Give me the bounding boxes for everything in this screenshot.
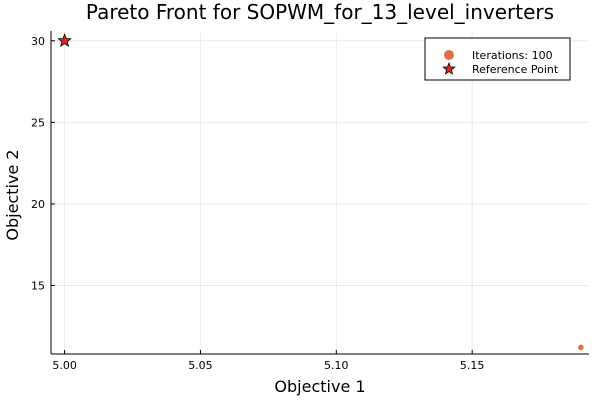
pareto-point-marker — [578, 344, 584, 351]
legend-label-reference: Reference Point — [472, 63, 559, 76]
x-tick-label: 5.10 — [324, 359, 349, 372]
x-axis-label: Objective 1 — [274, 377, 365, 396]
chart-title: Pareto Front for SOPWM_for_13_level_inve… — [86, 0, 554, 24]
y-tick-label: 20 — [31, 198, 45, 211]
reference-point-marker — [57, 33, 72, 47]
legend-label-iterations: Iterations: 100 — [472, 49, 553, 62]
data-marks — [57, 33, 584, 351]
ticks: 5.00 5.05 5.10 5.15 15 20 25 30 — [31, 35, 484, 372]
x-tick-label: 5.05 — [188, 359, 213, 372]
x-tick-label: 5.00 — [52, 359, 77, 372]
x-tick-label: 5.15 — [460, 359, 485, 372]
legend-marker-reference — [442, 61, 456, 75]
axes — [50, 31, 589, 355]
y-tick-label: 15 — [31, 279, 45, 292]
y-tick-label: 25 — [31, 116, 45, 129]
y-axis-label: Objective 2 — [3, 149, 22, 240]
legend-marker-iterations — [444, 50, 454, 60]
y-tick-label: 30 — [31, 35, 45, 48]
grid — [51, 31, 589, 354]
legend: Iterations: 100 Reference Point — [424, 37, 571, 81]
